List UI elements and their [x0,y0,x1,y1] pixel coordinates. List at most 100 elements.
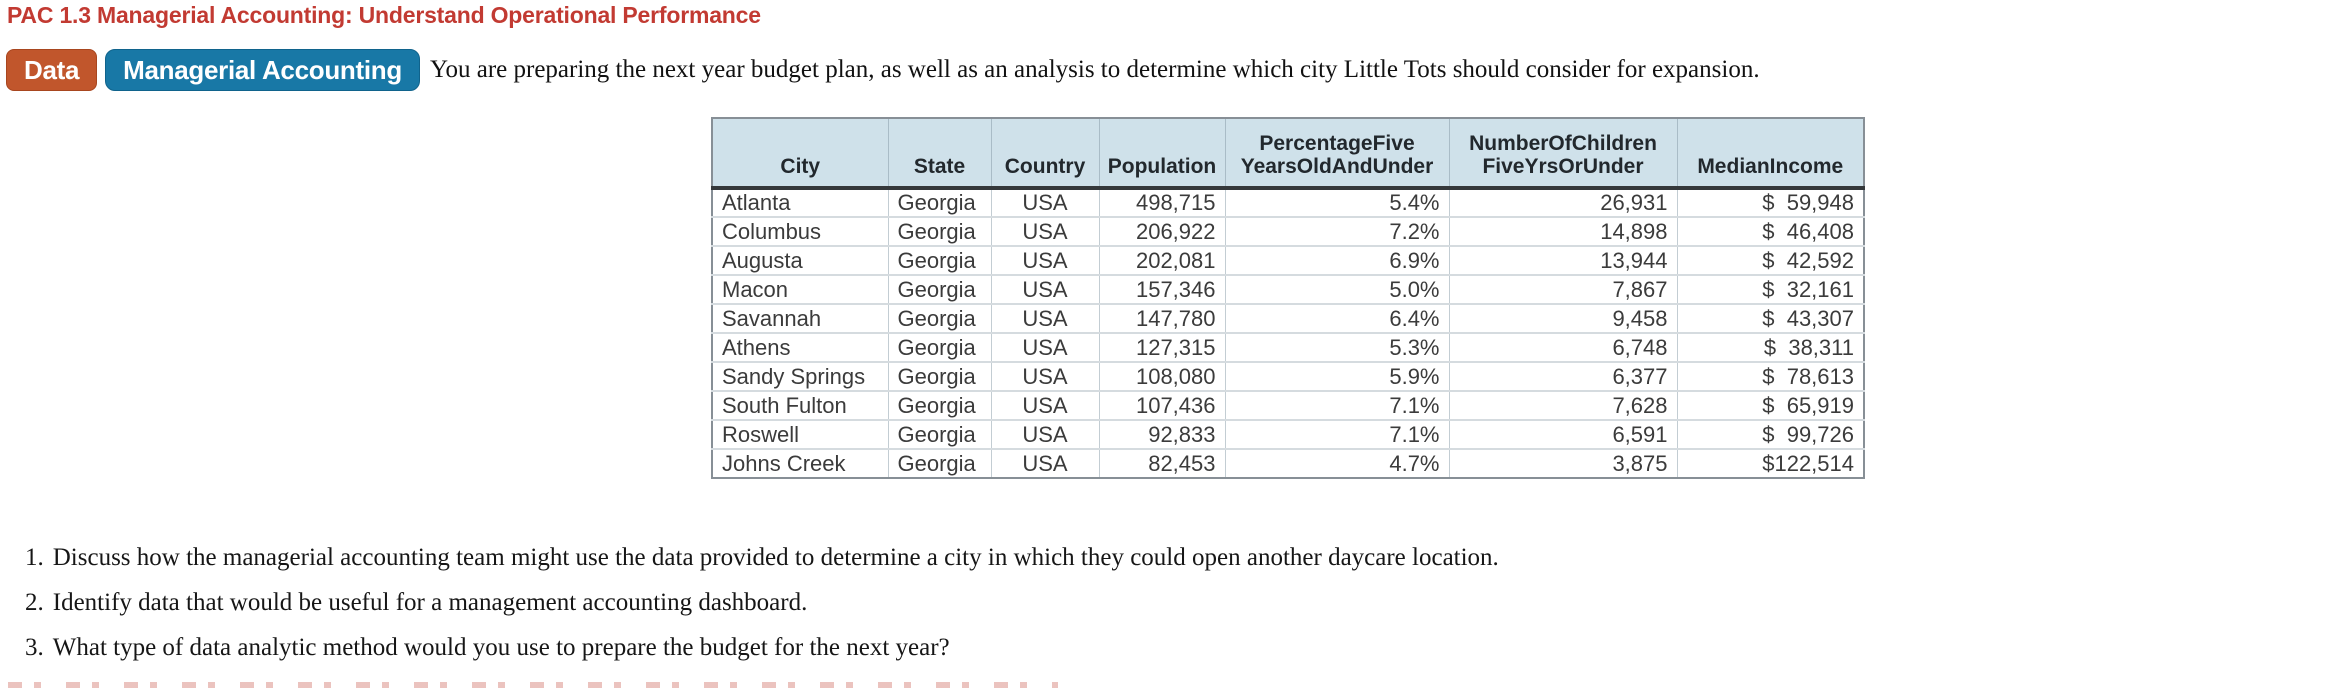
cell-city: Columbus [712,217,889,247]
cell-city: Augusta [712,246,889,276]
cell-city: Roswell [712,420,889,450]
table-header: City State Country Population Percentage… [712,118,1864,190]
column-header-pct-five: PercentageFive YearsOldAndUnder [1225,118,1450,190]
question-text: Identify data that would be useful for a… [52,589,808,616]
cell-country: USA [991,391,1100,421]
cell-population: 107,436 [1099,391,1226,421]
cell-num_children: 6,748 [1449,333,1678,363]
question-2: 2. Identify data that would be useful for… [25,589,1499,617]
table-row: Sandy Springs Georgia USA 108,080 5.9% 6,377 $… [712,362,1864,392]
city-data-table: City State Country Population Percentage… [711,117,1865,479]
question-text: What type of data analytic method would … [52,634,950,661]
cell-city: Savannah [712,304,889,334]
cell-median_income: $ 59,948 [1677,188,1864,218]
cell-city: Sandy Springs [712,362,889,392]
column-header-num-children: NumberOfChildren FiveYrsOrUnder [1449,118,1678,190]
data-badge: Data [6,49,98,91]
badge-row: Data Managerial Accounting You are prepa… [6,49,1760,91]
cell-state: Georgia [888,391,992,421]
city-data-table-container: City State Country Population Percentage… [711,117,1865,479]
cell-country: USA [991,217,1100,247]
cell-num_children: 6,377 [1449,362,1678,392]
cell-median_income: $ 99,726 [1677,420,1864,450]
column-header-state: State [888,118,992,190]
cell-num_children: 3,875 [1449,449,1678,478]
cell-num_children: 13,944 [1449,246,1678,276]
table-row: Savannah Georgia USA 147,780 6.4% 9,458 $ 43,3… [712,304,1864,334]
cell-median_income: $ 65,919 [1677,391,1864,421]
cell-median_income: $122,514 [1762,450,1854,476]
table-row: Augusta Georgia USA 202,081 6.9% 13,944 $ 42,5… [712,246,1864,276]
cell-state: Georgia [888,217,992,247]
cell-population: 157,346 [1099,275,1226,305]
cell-pct_five: 5.0% [1225,275,1450,305]
cell-population: 108,080 [1099,362,1226,392]
question-1: 1. Discuss how the managerial accounting … [25,544,1499,572]
cell-state: Georgia [888,275,992,305]
cell-country: USA [991,420,1100,450]
cell-population: 498,715 [1099,188,1226,218]
cell-country: USA [991,275,1100,305]
cell-num_children: 7,867 [1449,275,1678,305]
column-header-median-income: MedianIncome [1677,118,1864,190]
cell-pct_five: 7.1% [1225,420,1450,450]
cell-num_children: 6,591 [1449,420,1678,450]
cell-num_children: 9,458 [1449,304,1678,334]
table-row: Columbus Georgia USA 206,922 7.2% 14,898 $ 46,… [712,217,1864,247]
table-body: Atlanta Georgia USA 498,715 5.4% 26,931 $ 59,9… [712,188,1864,478]
cell-state: Georgia [888,449,992,478]
cell-state: Georgia [888,333,992,363]
table-row: Roswell Georgia USA 92,833 7.1% 6,591 $ 99,726 [712,420,1864,450]
cell-pct_five: 6.9% [1225,246,1450,276]
cell-state: Georgia [888,304,992,334]
cell-country: USA [991,188,1100,218]
cell-country: USA [991,449,1100,478]
cell-pct_five: 6.4% [1225,304,1450,334]
column-header-population: Population [1099,118,1226,190]
question-3: 3. What type of data analytic method woul… [25,634,1499,662]
column-header-city: City [712,118,889,190]
question-number: 1. [25,544,44,571]
question-text: Discuss how the managerial accounting te… [52,544,1499,571]
cell-pct_five: 4.7% [1225,449,1450,478]
cell-num_children: 7,628 [1449,391,1678,421]
cell-pct_five: 5.9% [1225,362,1450,392]
questions-list: 1. Discuss how the managerial accounting … [25,544,1499,679]
question-number: 3. [25,634,44,661]
cell-population: 147,780 [1099,304,1226,334]
cutoff-next-heading-fragment [8,682,1058,688]
cell-city: Athens [712,333,889,363]
cell-median_income: $ 46,408 [1677,217,1864,247]
table-row: Johns Creek Georgia USA 82,453 4.7% 3,875 $122… [712,449,1864,478]
cell-num_children: 14,898 [1449,217,1678,247]
column-header-country: Country [991,118,1100,190]
cell-median_income: $ 42,592 [1677,246,1864,276]
cell-state: Georgia [888,420,992,450]
cell-population: 82,453 [1099,449,1226,478]
cell-population: 202,081 [1099,246,1226,276]
cell-population: 206,922 [1099,217,1226,247]
table-row: Athens Georgia USA 127,315 5.3% 6,748 $ 38,311 [712,333,1864,363]
cell-country: USA [991,362,1100,392]
cell-country: USA [991,304,1100,334]
table-row: Macon Georgia USA 157,346 5.0% 7,867 $ 32,161 [712,275,1864,305]
intro-text: You are preparing the next year budget p… [429,56,1760,83]
cell-country: USA [991,246,1100,276]
cell-pct_five: 7.2% [1225,217,1450,247]
cell-pct_five: 5.4% [1225,188,1450,218]
cell-population: 92,833 [1099,420,1226,450]
question-number: 2. [25,589,44,616]
cell-city: Macon [712,275,889,305]
cell-city: Atlanta [712,188,889,218]
topic-badge: Managerial Accounting [105,49,420,91]
cell-pct_five: 5.3% [1225,333,1450,363]
table-row: South Fulton Georgia USA 107,436 7.1% 7,628 $ … [712,391,1864,421]
cell-state: Georgia [888,362,992,392]
cell-country: USA [991,333,1100,363]
cell-population: 127,315 [1099,333,1226,363]
table-header-row: City State Country Population Percentage… [712,118,1864,190]
cell-state: Georgia [888,246,992,276]
cell-median_income: $ 32,161 [1677,275,1864,305]
cell-median_income: $ 38,311 [1677,333,1864,363]
